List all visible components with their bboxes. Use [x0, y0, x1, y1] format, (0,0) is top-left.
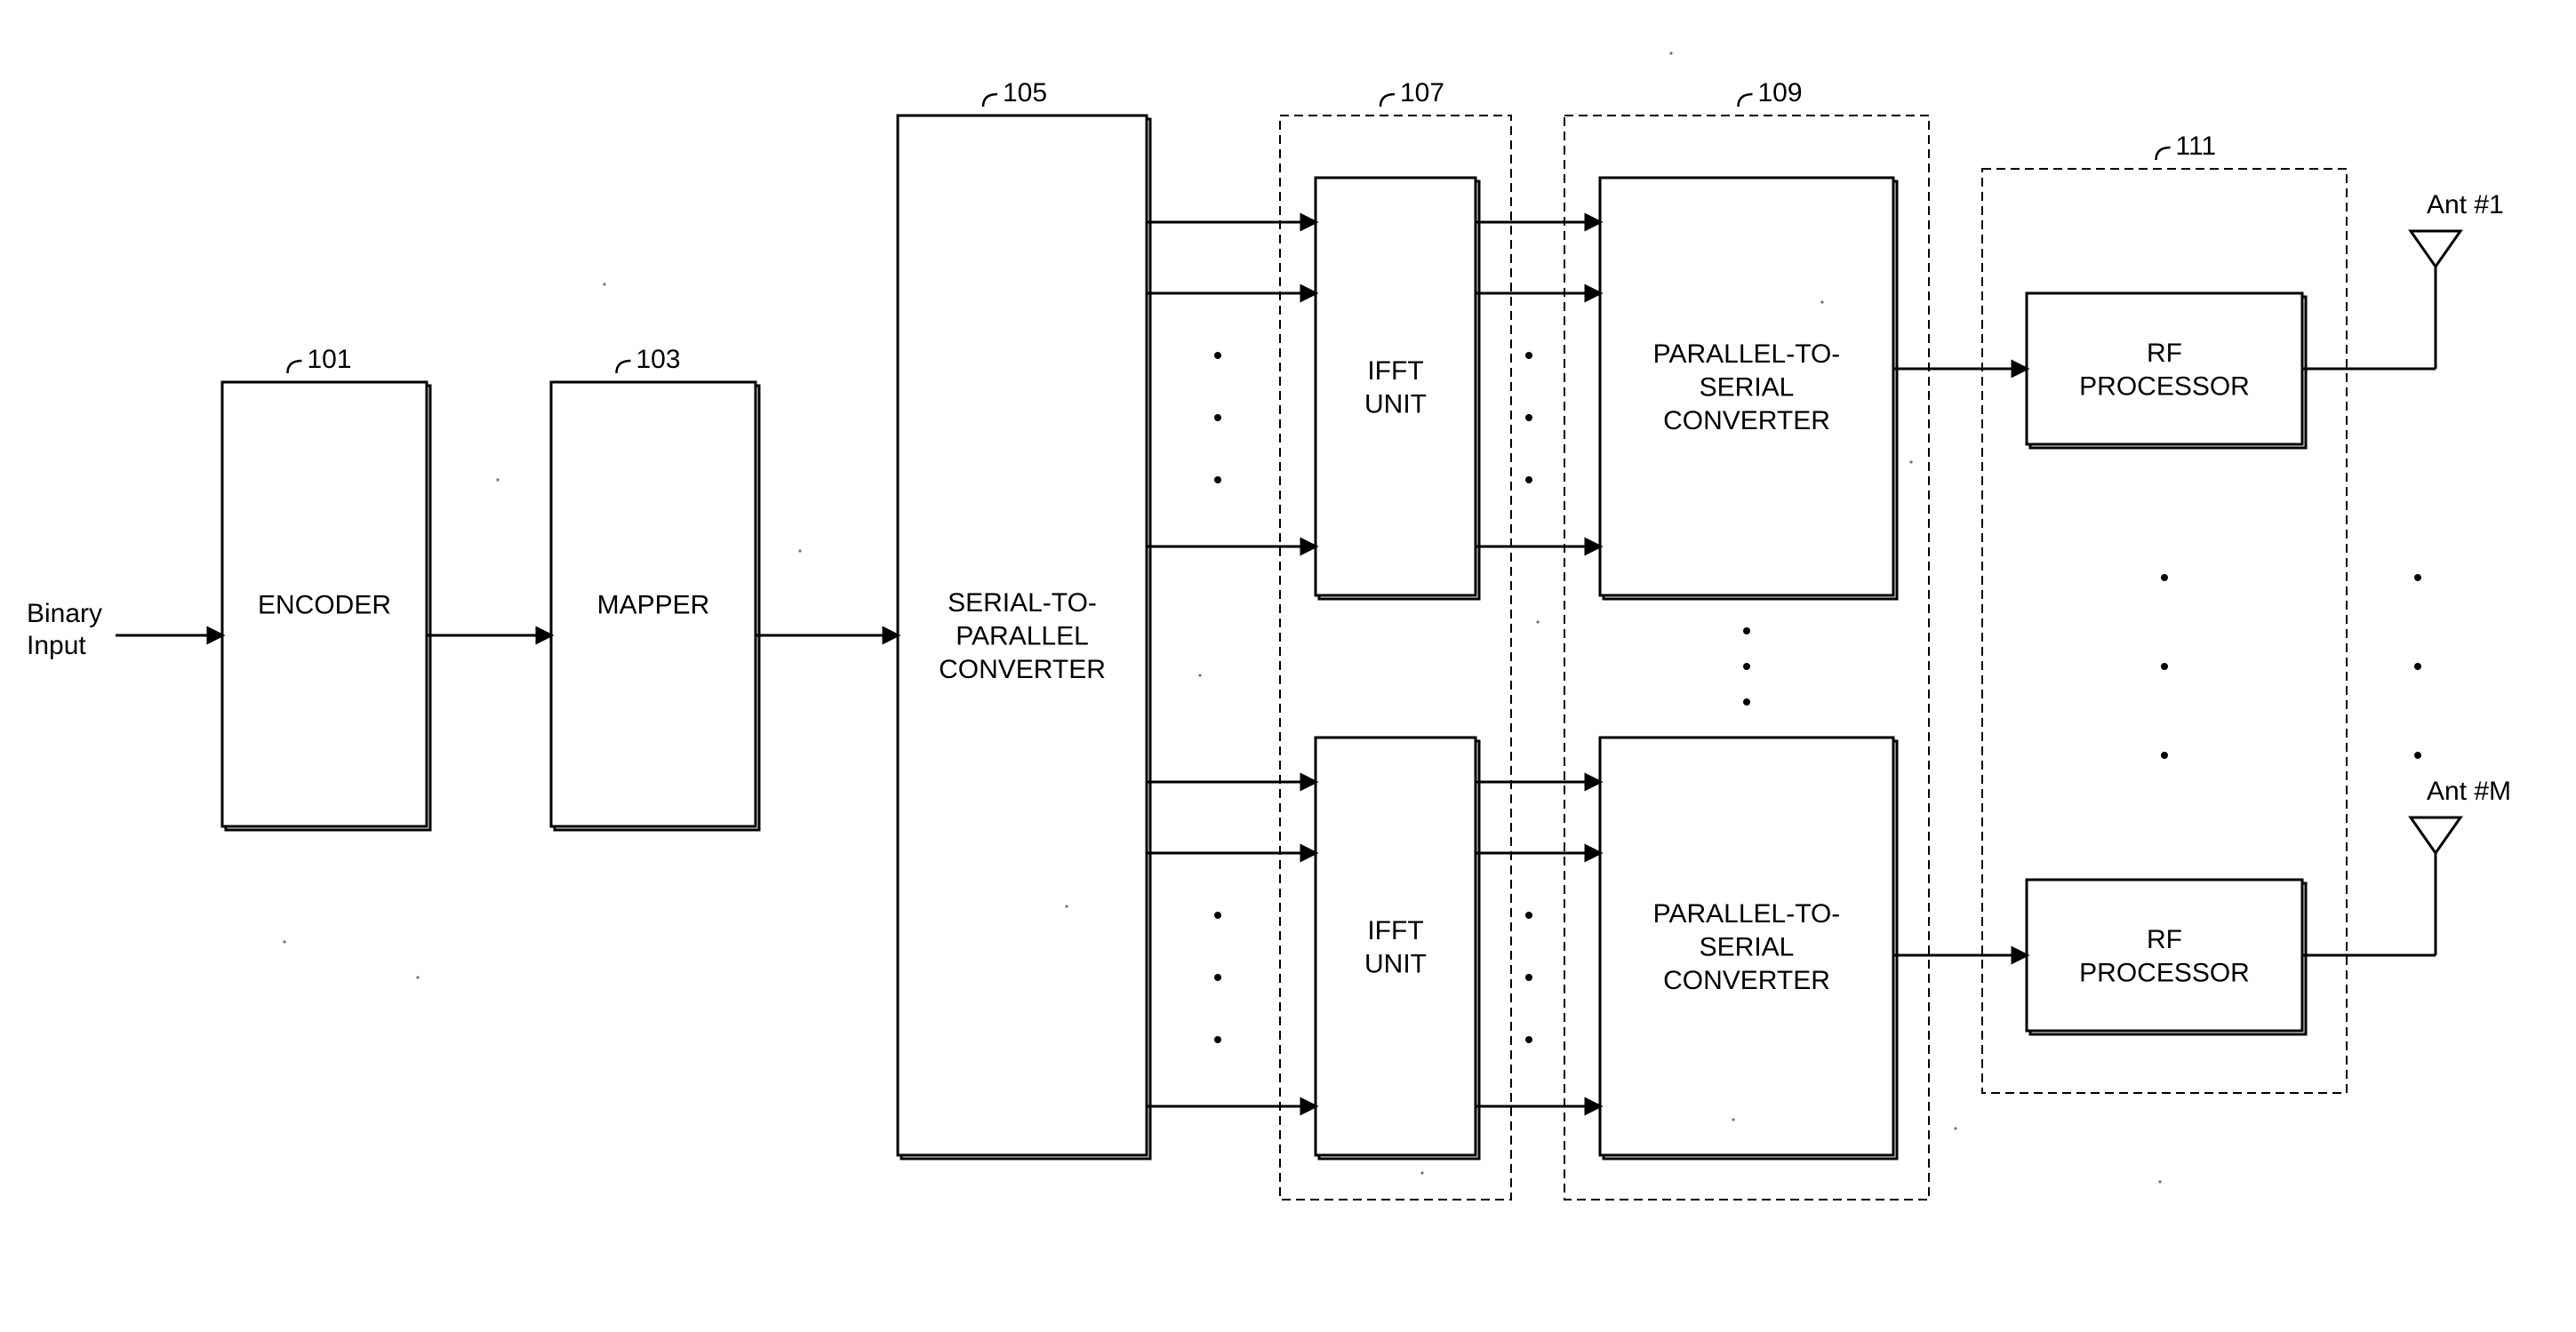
noise-dot — [1820, 300, 1823, 303]
noise-dot — [603, 283, 605, 285]
ellipsis-dot — [1743, 627, 1750, 634]
ref-label: 107 — [1400, 78, 1444, 108]
noise-dot — [1954, 1127, 1956, 1129]
antenna-icon — [2411, 818, 2460, 853]
node-label: PROCESSOR — [2079, 958, 2250, 987]
node-label: SERIAL — [1700, 373, 1795, 403]
node-label: CONVERTER — [1663, 406, 1830, 435]
ref-label: 101 — [308, 345, 352, 374]
noise-dot — [1732, 1118, 1734, 1121]
node-label: PARALLEL-TO- — [1653, 899, 1841, 929]
node-rf2 — [2027, 880, 2302, 1031]
node-label: CONVERTER — [1663, 966, 1830, 995]
ellipsis-dot — [2414, 663, 2421, 670]
ellipsis-dot — [1214, 1036, 1221, 1043]
noise-dot — [2158, 1180, 2161, 1183]
binary-input-label: Binary — [27, 599, 102, 628]
ref-label: 111 — [2176, 132, 2217, 161]
node-label: RF — [2147, 925, 2182, 954]
noise-dot — [283, 940, 285, 943]
noise-dot — [1669, 52, 1672, 54]
ellipsis-dot — [1214, 476, 1221, 483]
ellipsis-dot — [2414, 574, 2421, 581]
noise-dot — [1420, 1171, 1423, 1174]
ellipsis-dot — [1743, 698, 1750, 706]
antenna-label: Ant #1 — [2427, 190, 2504, 219]
node-label: ENCODER — [258, 591, 391, 620]
node-label: PARALLEL — [956, 622, 1089, 651]
node-label: SERIAL — [1700, 933, 1795, 962]
node-label: UNIT — [1364, 389, 1427, 419]
ellipsis-dot — [2161, 663, 2168, 670]
node-label: IFFT — [1367, 356, 1423, 386]
ellipsis-dot — [1525, 352, 1532, 359]
ref-label: 103 — [636, 345, 681, 374]
node-rf1 — [2027, 293, 2302, 444]
ellipsis-dot — [2161, 752, 2168, 759]
ellipsis-dot — [1525, 974, 1532, 981]
ellipsis-dot — [1525, 414, 1532, 421]
noise-dot — [416, 976, 419, 978]
ref-label: 109 — [1758, 78, 1803, 108]
ellipsis-dot — [2161, 574, 2168, 581]
ellipsis-dot — [1214, 974, 1221, 981]
noise-dot — [798, 549, 801, 552]
binary-input-label: Input — [27, 631, 86, 660]
node-label: CONVERTER — [939, 655, 1106, 684]
ellipsis-dot — [1214, 352, 1221, 359]
ref-label: 105 — [1003, 78, 1047, 108]
ellipsis-dot — [1525, 912, 1532, 919]
ellipsis-dot — [1214, 912, 1221, 919]
node-ifft1 — [1316, 178, 1476, 595]
noise-dot — [1065, 905, 1068, 907]
noise-dot — [1198, 674, 1201, 676]
node-label: MAPPER — [597, 591, 710, 620]
ellipsis-dot — [1214, 414, 1221, 421]
antenna-label: Ant #M — [2427, 777, 2511, 806]
node-label: PROCESSOR — [2079, 371, 2250, 401]
node-ifft2 — [1316, 738, 1476, 1155]
node-label: RF — [2147, 339, 2182, 368]
antenna-icon — [2411, 231, 2460, 267]
noise-dot — [496, 478, 499, 481]
noise-dot — [1536, 620, 1539, 623]
node-label: PARALLEL-TO- — [1653, 339, 1841, 369]
node-label: IFFT — [1367, 916, 1423, 945]
node-label: SERIAL-TO- — [948, 588, 1097, 618]
ellipsis-dot — [1525, 1036, 1532, 1043]
ellipsis-dot — [1743, 663, 1750, 670]
noise-dot — [1909, 460, 1912, 463]
ellipsis-dot — [2414, 752, 2421, 759]
block-diagram: 107 109 111 ENCODER 101 MAPPER 103 SERIAL-TO- PA… — [0, 0, 2576, 1332]
ellipsis-dot — [1525, 476, 1532, 483]
node-label: UNIT — [1364, 949, 1427, 978]
